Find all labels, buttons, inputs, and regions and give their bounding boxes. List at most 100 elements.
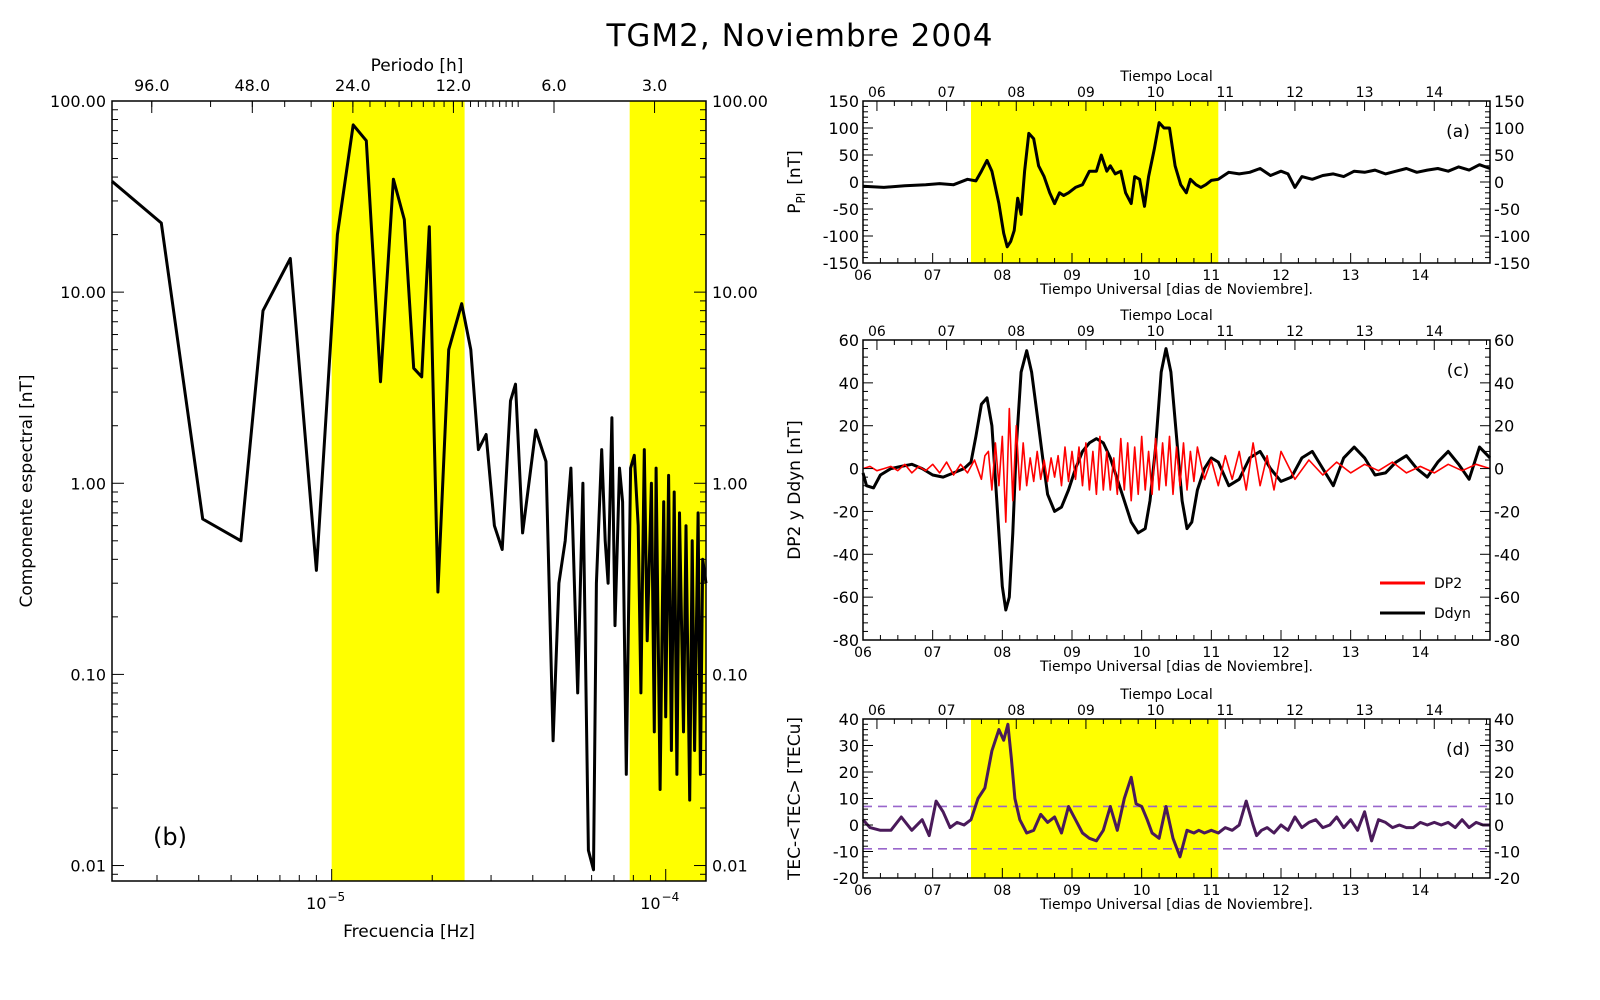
panel-a-panel-label: (a) — [1446, 122, 1470, 142]
panel-d-top-tick-label: 09 — [1077, 703, 1095, 719]
panel-a-y-tick-label-right: 100 — [1494, 119, 1525, 138]
panel-d-y-tick-label-left: 30 — [839, 737, 859, 756]
spectrum-period-tick-label: 96.0 — [134, 76, 170, 95]
panel-d-x-tick-label: 06 — [854, 883, 872, 899]
spectrum-line — [111, 123, 708, 872]
panel-c-top-tick-label: 10 — [1147, 324, 1165, 340]
panel-c-top-tick-label: 14 — [1425, 324, 1443, 340]
panel-a-y-tick-label-right: -100 — [1494, 227, 1530, 246]
panel-d-x-tick-label: 10 — [1133, 883, 1151, 899]
panel-d-y-tick-label-right: 10 — [1494, 790, 1514, 809]
panel-d-y-tick-label-right: 30 — [1494, 737, 1514, 756]
panel-c-y-tick-label-right: 0 — [1494, 460, 1504, 479]
panel-c-x-tick-label: 13 — [1342, 645, 1360, 661]
spectrum-y-tick-label-left: 0.10 — [70, 665, 106, 684]
panel-d-x-tick-label: 07 — [924, 883, 942, 899]
panel-c-legend-label-dp2: DP2 — [1434, 576, 1462, 592]
spectrum-period-tick-label: 12.0 — [436, 76, 472, 95]
panel-a-x-tick-label: 12 — [1272, 268, 1290, 284]
panel-d-top-tick-label: 06 — [868, 703, 886, 719]
panel-a-y-tick-label-left: -150 — [823, 254, 859, 273]
spectrum-x-tick-exponent: −5 — [327, 890, 345, 904]
panel-d-top-tick-label: 14 — [1425, 703, 1443, 719]
panel-d-series-line — [861, 722, 1490, 859]
panel-c-ddyn-line — [861, 347, 1492, 612]
panel-c-x-tick-label: 11 — [1202, 645, 1220, 661]
panel-a-x-tick-label: 08 — [993, 268, 1011, 284]
panel-a-x-tick-label: 06 — [854, 268, 872, 284]
panel-c-y-tick-label-left: -80 — [833, 631, 859, 650]
spectrum-x-tick-exponent: −4 — [662, 890, 680, 904]
panel-c-y-tick-label-left: -60 — [833, 588, 859, 607]
spectrum-y-axis-label: Componente espectral [nT] — [17, 374, 37, 607]
panel-c-y-tick-label-right: 60 — [1494, 331, 1514, 350]
panel-a-y-tick-label-left: -100 — [823, 227, 859, 246]
figure-title: TGM2, Noviembre 2004 — [606, 18, 994, 54]
panel-d-y-tick-label-left: -20 — [833, 869, 859, 888]
panel-a-top-tick-label: 07 — [938, 85, 956, 101]
spectrum-y-tick-label-right: 0.10 — [712, 665, 748, 684]
panel-c-y-tick-label-left: -40 — [833, 545, 859, 564]
spectrum-y-tick-label-right: 10.00 — [712, 283, 758, 302]
panel-d-y-tick-label-left: -10 — [833, 843, 859, 862]
panel-d-y-tick-label-left: 10 — [839, 790, 859, 809]
panel-c-top-tick-label: 08 — [1007, 324, 1025, 340]
panel-d-y-tick-label-right: 40 — [1494, 710, 1514, 729]
panel-d-y-tick-label-right: -20 — [1494, 869, 1520, 888]
panel-a-y-tick-label-left: 0 — [849, 173, 859, 192]
panel-a-y-tick-label-right: -50 — [1494, 200, 1520, 219]
panel-a-y-tick-label-left: 50 — [839, 146, 859, 165]
panel-a-top-tick-label: 09 — [1077, 85, 1095, 101]
panel-a-x-tick-label: 10 — [1133, 268, 1151, 284]
spectrum-y-tick-label-right: 0.01 — [712, 857, 748, 876]
panel-d-top-tick-label: 08 — [1007, 703, 1025, 719]
panel-a-x-tick-label: 07 — [924, 268, 942, 284]
spectrum-top-axis-label: Periodo [h] — [371, 56, 464, 76]
panel-a-top-tick-label: 13 — [1356, 85, 1374, 101]
panel-d-top-tick-label: 10 — [1147, 703, 1165, 719]
panel-c-x-tick-label: 10 — [1133, 645, 1151, 661]
panel-c-panel-label: (c) — [1447, 361, 1470, 381]
spectrum-highlight-band-0 — [331, 101, 465, 881]
panel-a-y-axis-label: PPI[nT] — [785, 150, 808, 213]
panel-d-x-tick-label: 08 — [993, 883, 1011, 899]
panel-a-top-tick-label: 12 — [1286, 85, 1304, 101]
panel-a-y-tick-label-right: 150 — [1494, 92, 1525, 111]
panel-c-dp2-line — [862, 407, 1491, 523]
panel-a-y-tick-label-left: 100 — [828, 119, 859, 138]
panel-a-y-tick-label-right: 50 — [1494, 146, 1514, 165]
panel-a-top-tick-label: 08 — [1007, 85, 1025, 101]
panel-c-x-tick-label: 07 — [924, 645, 942, 661]
panel-c-top-tick-label: 12 — [1286, 324, 1304, 340]
spectrum-y-tick-label-left: 10.00 — [60, 283, 106, 302]
panel-c-x-axis-label: Tiempo Universal [dias de Noviembre]. — [1039, 659, 1313, 675]
panel-c-y-tick-label-right: -60 — [1494, 588, 1520, 607]
panel-a-y-axis-label-unit: [nT] — [785, 150, 805, 184]
panel-a-x-tick-label: 09 — [1063, 268, 1081, 284]
panel-d-y-axis-label: TEC-<TEC> [TECu] — [785, 717, 805, 881]
panel-c-axes-frame — [862, 339, 1491, 641]
panel-a-x-tick-label: 14 — [1411, 268, 1429, 284]
panel-c-y-axis-label: DP2 y Ddyn [nT] — [785, 420, 805, 560]
panel-a-top-tick-label: 06 — [868, 85, 886, 101]
spectrum-y-tick-label-left: 0.01 — [70, 857, 106, 876]
spectrum-y-tick-label-left: 100.00 — [50, 92, 106, 111]
panel-d-y-tick-label-left: 0 — [849, 816, 859, 835]
panel-d-top-tick-label: 12 — [1286, 703, 1304, 719]
axes-layer — [111, 100, 1491, 882]
panel-c-x-tick-label: 14 — [1411, 645, 1429, 661]
panel-d-x-tick-label: 14 — [1411, 883, 1429, 899]
panel-d-y-tick-label-right: -10 — [1494, 843, 1520, 862]
panel-c-top-tick-label: 09 — [1077, 324, 1095, 340]
spectrum-panel-label: (b) — [153, 823, 187, 851]
panel-d-y-tick-label-left: 20 — [839, 763, 859, 782]
panel-a-y-axis-label-sub: PI — [794, 193, 808, 204]
spectrum-period-tick-label: 48.0 — [235, 76, 271, 95]
spectrum-period-tick-label: 6.0 — [541, 76, 566, 95]
panel-a-top-tick-label: 10 — [1147, 85, 1165, 101]
spectrum-axes-frame — [111, 100, 707, 882]
panel-c-top-tick-label: 07 — [938, 324, 956, 340]
panel-a-x-tick-label: 11 — [1202, 268, 1220, 284]
spectrum-period-tick-label: 24.0 — [335, 76, 371, 95]
